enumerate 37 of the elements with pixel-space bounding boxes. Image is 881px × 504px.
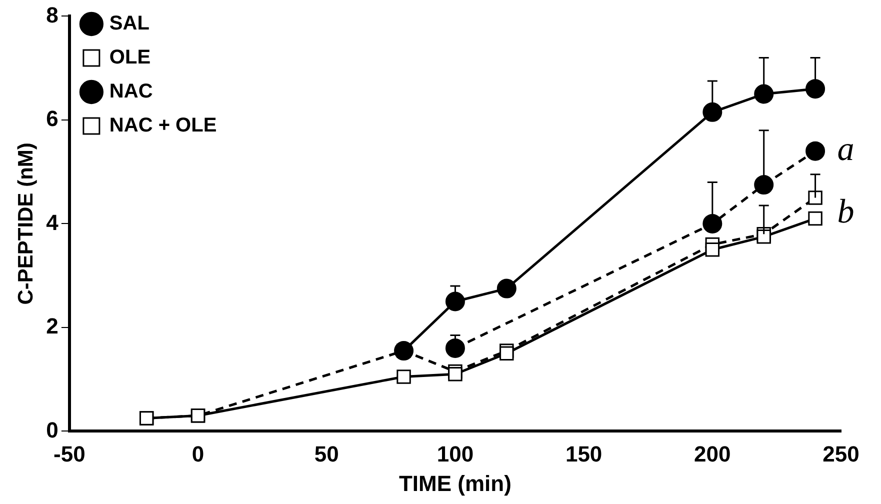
x-tick-label: 250 bbox=[822, 441, 860, 466]
point bbox=[705, 242, 720, 257]
x-tick-label: 100 bbox=[436, 441, 474, 466]
point bbox=[702, 102, 722, 122]
point bbox=[496, 278, 516, 298]
x-axis-title: TIME (min) bbox=[399, 470, 512, 496]
point bbox=[445, 292, 465, 312]
point bbox=[808, 190, 822, 205]
x-tick-label: 0 bbox=[192, 441, 204, 466]
point bbox=[500, 346, 514, 360]
annotation: b bbox=[837, 193, 854, 230]
point bbox=[754, 175, 774, 195]
x-tick-label: -50 bbox=[54, 441, 86, 466]
x-tick-label: 150 bbox=[565, 441, 602, 466]
point bbox=[754, 84, 774, 104]
y-tick-label: 6 bbox=[46, 106, 58, 132]
y-tick-label: 2 bbox=[46, 314, 58, 339]
point bbox=[394, 341, 414, 361]
point bbox=[702, 214, 722, 234]
point bbox=[808, 211, 822, 226]
point bbox=[756, 230, 771, 244]
x-tick-label: 50 bbox=[314, 441, 339, 466]
legend-label: SAL bbox=[109, 12, 150, 35]
point bbox=[806, 79, 826, 99]
annotation: a bbox=[837, 131, 854, 168]
y-tick-label: 8 bbox=[46, 2, 58, 28]
y-tick-label: 0 bbox=[46, 417, 58, 442]
legend-label: OLE bbox=[109, 46, 151, 69]
point bbox=[806, 141, 826, 161]
legend-label: NAC bbox=[109, 80, 153, 103]
y-axis-title: C-PEPTIDE (nM) bbox=[14, 142, 38, 305]
point bbox=[396, 370, 411, 384]
point bbox=[445, 338, 465, 358]
x-tick-label: 200 bbox=[694, 441, 731, 466]
y-tick-label: 4 bbox=[46, 210, 60, 235]
point bbox=[448, 367, 462, 382]
legend-label: NAC + OLE bbox=[109, 114, 217, 137]
